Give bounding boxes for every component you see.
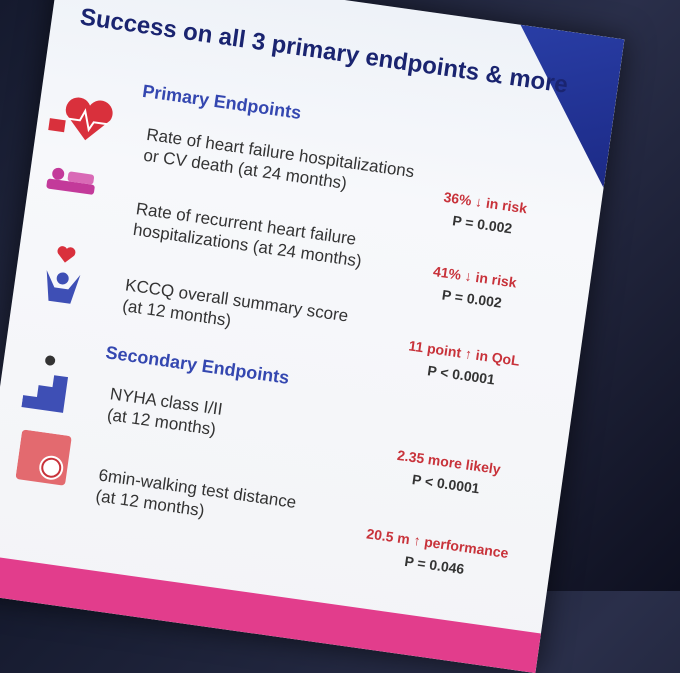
section-title: Primary Endpoints (141, 80, 303, 123)
person-icon (46, 246, 81, 304)
slide: Success on all 3 primary endpoints & mor… (0, 0, 625, 673)
stairs-icon (21, 355, 69, 413)
walk-icon (15, 429, 72, 486)
section-title: Secondary Endpoints (104, 342, 291, 388)
bed-icon (46, 167, 95, 195)
heart-icon (48, 97, 113, 141)
header-band (455, 18, 624, 187)
